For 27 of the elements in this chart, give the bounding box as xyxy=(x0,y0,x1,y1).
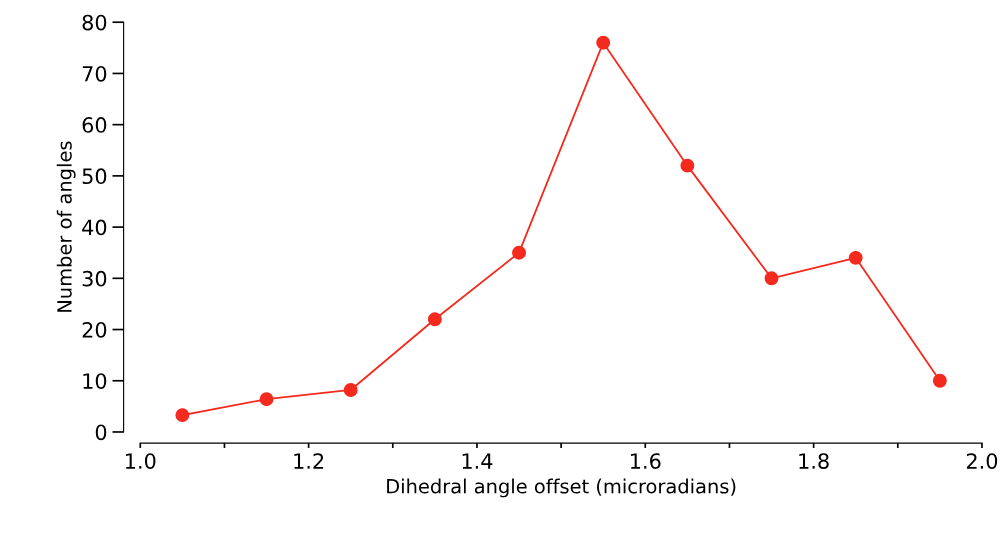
y-tick-label: 20 xyxy=(82,321,107,338)
point xyxy=(848,250,863,265)
point xyxy=(932,373,947,388)
point xyxy=(512,245,526,260)
x-tick-label: 1.6 xyxy=(631,453,661,469)
point xyxy=(259,392,274,407)
y-tick-label: 40 xyxy=(82,219,107,236)
x-tick-label: 1.2 xyxy=(294,453,324,469)
x-tick-label: 1.8 xyxy=(799,453,829,469)
y-tick-label: 30 xyxy=(82,270,107,287)
x-axis-title: Dihedral angle offset (microradians) xyxy=(387,478,736,498)
point xyxy=(680,158,695,173)
y-axis-title: Number of angles xyxy=(56,141,76,312)
x-tick-label: 1.0 xyxy=(126,453,156,469)
point xyxy=(175,408,190,423)
y-tick-label: 70 xyxy=(82,65,107,82)
y-tick-label: 60 xyxy=(82,117,107,133)
point xyxy=(343,383,358,397)
y-tick-label: 0 xyxy=(95,424,107,441)
y-tick-label: 10 xyxy=(83,373,107,389)
x-tick-label: 2.0 xyxy=(966,453,998,469)
x-tick-label: 1.4 xyxy=(462,453,493,469)
point xyxy=(596,35,611,50)
point xyxy=(427,312,442,327)
point xyxy=(764,271,779,286)
y-tick-label: 50 xyxy=(82,168,107,185)
y-tick-label: 80 xyxy=(82,14,107,31)
